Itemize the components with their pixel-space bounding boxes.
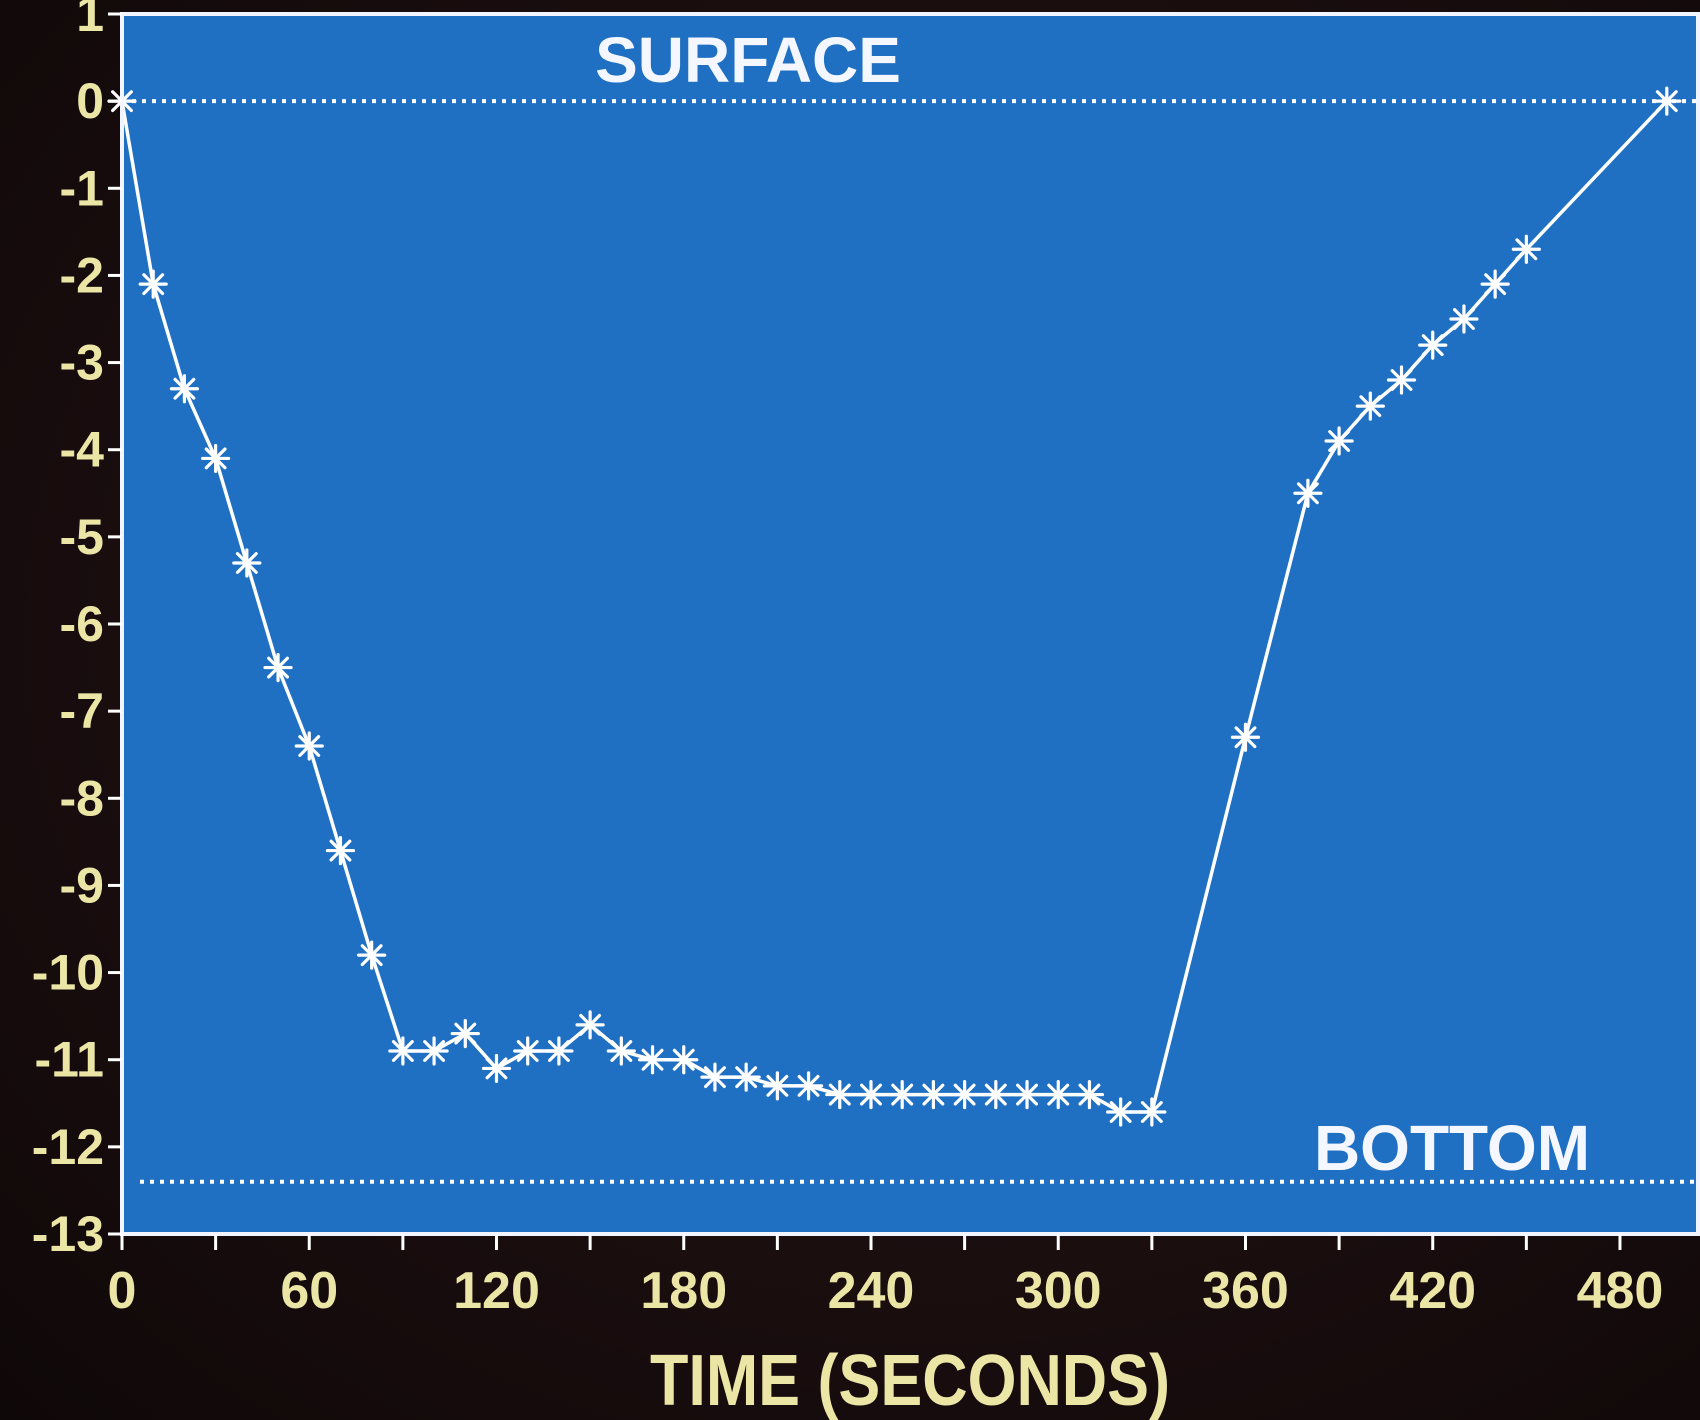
x-tick-label: 240 <box>828 1262 915 1320</box>
surface-label: SURFACE <box>595 24 901 96</box>
data-point <box>263 652 293 683</box>
y-tick-label: -9 <box>60 857 104 913</box>
data-point <box>232 548 262 578</box>
y-tick-label: -13 <box>32 1206 104 1262</box>
data-point <box>825 1079 855 1110</box>
x-tick-label: 60 <box>280 1262 338 1320</box>
data-point <box>325 835 356 866</box>
series-layer <box>107 86 1682 1127</box>
data-point <box>950 1079 980 1110</box>
data-point <box>1137 1097 1167 1127</box>
data-point <box>731 1062 761 1092</box>
data-point <box>201 443 231 474</box>
data-point <box>762 1071 792 1101</box>
data-point <box>918 1079 949 1110</box>
data-point <box>981 1079 1011 1110</box>
data-point <box>700 1062 730 1092</box>
bottom-label: BOTTOM <box>1314 1112 1590 1184</box>
y-tick-label: 0 <box>76 73 104 129</box>
data-point <box>1480 269 1510 299</box>
reference-lines <box>122 99 1696 1184</box>
y-tick-label: -6 <box>60 596 104 652</box>
data-point <box>481 1053 512 1084</box>
y-tick-label: -10 <box>32 945 104 1001</box>
x-axis-title: TIME (SECONDS) <box>650 1341 1170 1420</box>
data-point <box>388 1036 418 1066</box>
y-tick-label: -12 <box>32 1119 104 1175</box>
data-point <box>1418 330 1448 360</box>
data-point <box>887 1079 917 1110</box>
y-tick-label: -8 <box>60 770 104 826</box>
data-point <box>1012 1079 1042 1110</box>
data-point <box>357 940 387 970</box>
y-tick-label: -5 <box>60 509 104 565</box>
x-tick-label: 120 <box>453 1262 540 1320</box>
x-tick-label: 420 <box>1389 1262 1476 1320</box>
data-point <box>856 1079 886 1110</box>
series-line <box>120 99 1669 1114</box>
data-point <box>1043 1079 1073 1110</box>
data-point <box>1511 234 1541 264</box>
x-tick-label: 300 <box>1015 1262 1102 1320</box>
data-point <box>606 1036 636 1066</box>
data-point <box>669 1045 699 1075</box>
annotations: SURFACE BOTTOM <box>595 24 1590 1184</box>
data-point <box>1449 304 1479 334</box>
data-point <box>1652 86 1682 116</box>
y-tick-label: -3 <box>60 335 104 391</box>
data-point <box>1324 426 1354 456</box>
x-axis: 0 60 120 180 240 300 360 420 480 <box>108 1234 1664 1320</box>
data-point <box>1074 1079 1105 1110</box>
plot-area <box>122 14 1700 1234</box>
data-point <box>169 374 200 404</box>
data-point <box>138 269 168 299</box>
y-tick-label: 1 <box>76 0 104 42</box>
data-point <box>419 1036 449 1066</box>
data-point <box>513 1036 543 1066</box>
data-point <box>575 1010 605 1040</box>
y-tick-label: -4 <box>60 422 105 478</box>
data-point <box>1106 1097 1136 1127</box>
data-point <box>450 1018 480 1049</box>
y-tick-label: -7 <box>60 683 104 739</box>
data-point <box>793 1071 824 1101</box>
x-tick-label: 180 <box>640 1262 727 1320</box>
y-tick-label: -1 <box>60 160 104 216</box>
data-point <box>1230 722 1261 752</box>
x-tick-label: 480 <box>1577 1262 1664 1320</box>
data-point <box>1293 478 1323 508</box>
data-point <box>1355 391 1385 421</box>
y-tick-label: -2 <box>60 247 104 303</box>
y-axis: 1 0 -1 -2 -3 -4 -5 -6 -7 -8 -9 -10 -11 -12 -13 <box>32 0 122 1262</box>
data-point <box>1386 365 1417 395</box>
data-point <box>637 1045 668 1075</box>
x-tick-label: 0 <box>108 1262 137 1320</box>
y-tick-label: -11 <box>34 1032 104 1088</box>
x-tick-label: 360 <box>1202 1262 1289 1320</box>
data-point <box>294 731 324 761</box>
data-point <box>544 1036 574 1066</box>
